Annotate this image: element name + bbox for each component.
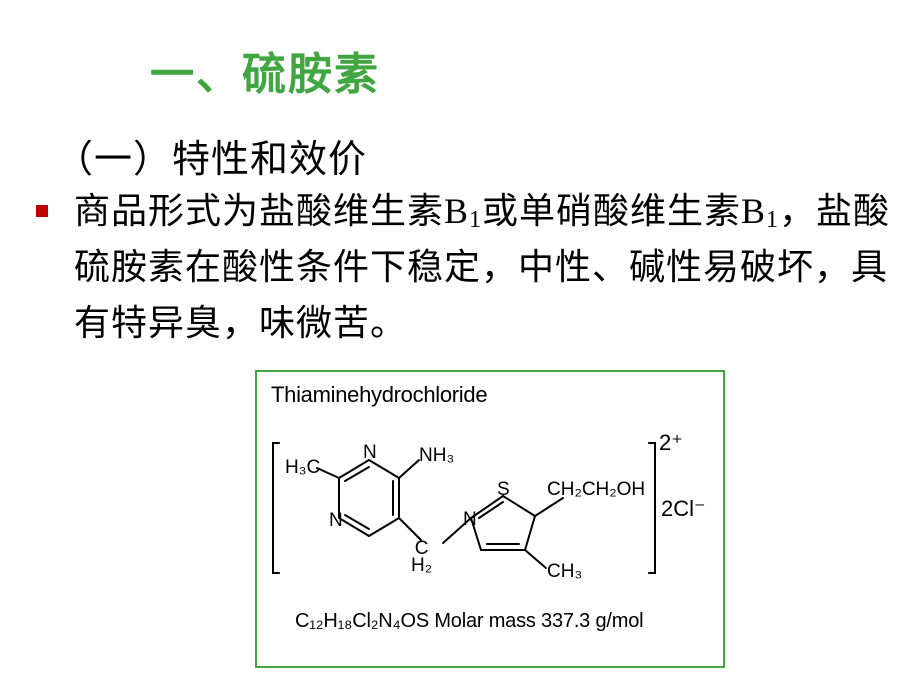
label-h3c: H₃C (285, 458, 320, 477)
bullet-icon (36, 205, 48, 217)
diagram-formula: C₁₂H₁₈Cl₂N₄OS Molar mass 337.3 g/mol (271, 608, 709, 633)
diagram-title: Thiaminehydrochloride (271, 382, 709, 408)
label-s-ring: S (497, 480, 510, 499)
body-seg-1: 商品形式为盐酸维生素B (74, 191, 469, 231)
label-n-ring: N (463, 510, 477, 529)
body-sub-1: 1 (469, 207, 482, 233)
label-n-top: N (363, 443, 377, 462)
label-nh3: NH₃ (419, 446, 454, 465)
label-ch3: CH₃ (547, 562, 582, 581)
slide-title: 一、硫胺素 (150, 38, 380, 102)
structure-diagram: Thiaminehydrochloride (255, 370, 725, 668)
body-text: 商品形式为盐酸维生素B1或单硝酸维生素B1，盐酸硫胺素在酸性条件下稳定，中性、碱… (74, 184, 894, 351)
label-ch2ch2oh: CH₂CH₂OH (547, 480, 645, 499)
bond-lines (271, 408, 711, 608)
label-charge: 2⁺ (659, 432, 683, 454)
body-seg-2: 或单硝酸维生素B (482, 191, 766, 231)
label-ch2: CH₂ (411, 540, 432, 574)
body-sub-2: 1 (766, 207, 779, 233)
label-n-bottom: N (329, 511, 343, 530)
slide: 一、硫胺素 （一）特性和效价 商品形式为盐酸维生素B1或单硝酸维生素B1，盐酸硫… (0, 0, 920, 690)
sub-heading: （一）特性和效价 (55, 128, 367, 183)
label-counterion: 2Cl⁻ (661, 498, 706, 520)
chemical-structure: H₃C N N NH₃ CH₂ N S CH₃ CH₂CH₂OH 2⁺ 2Cl⁻ (271, 408, 709, 608)
